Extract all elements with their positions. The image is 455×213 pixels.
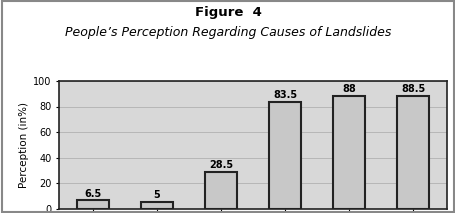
Bar: [141, 202, 172, 209]
Bar: [205, 172, 237, 209]
Text: Figure  4: Figure 4: [194, 6, 261, 19]
Text: 88.5: 88.5: [400, 84, 425, 94]
Text: 6.5: 6.5: [84, 189, 101, 199]
Bar: [268, 102, 300, 209]
Bar: [333, 96, 364, 209]
Text: 88: 88: [342, 84, 355, 94]
Text: 83.5: 83.5: [273, 90, 297, 100]
Text: 5: 5: [153, 190, 160, 200]
Text: People’s Perception Regarding Causes of Landslides: People’s Perception Regarding Causes of …: [65, 26, 390, 39]
Bar: [77, 200, 109, 209]
Bar: [396, 96, 428, 209]
Y-axis label: Perception (in%): Perception (in%): [19, 102, 29, 188]
Text: 28.5: 28.5: [208, 160, 233, 170]
